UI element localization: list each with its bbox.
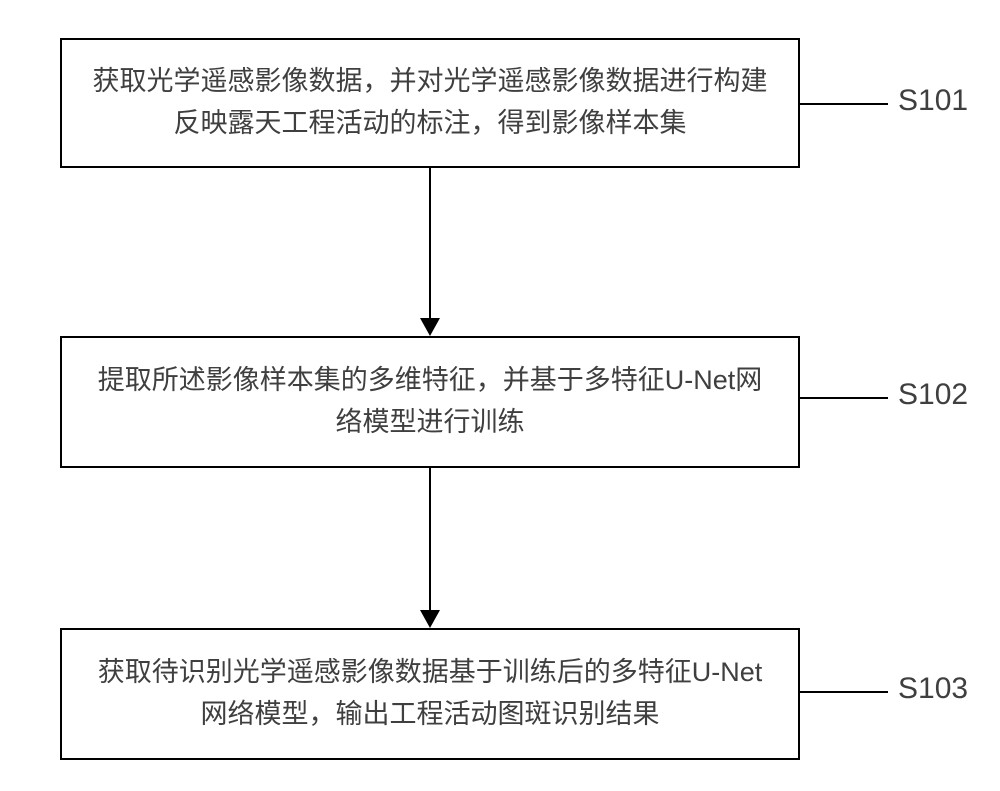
flow-node-text: 提取所述影像样本集的多维特征，并基于多特征U-Net网络模型进行训练 [92, 360, 768, 444]
step-label-s103: S103 [898, 672, 968, 706]
arrow-head-icon [420, 610, 440, 628]
step-label-s101: S101 [898, 84, 968, 118]
arrow-shaft [429, 468, 431, 610]
flow-node-s102: 提取所述影像样本集的多维特征，并基于多特征U-Net网络模型进行训练 [60, 336, 800, 468]
flow-node-s101: 获取光学遥感影像数据，并对光学遥感影像数据进行构建反映露天工程活动的标注，得到影… [60, 38, 800, 168]
leader-line [800, 397, 888, 399]
flow-node-text: 获取光学遥感影像数据，并对光学遥感影像数据进行构建反映露天工程活动的标注，得到影… [92, 61, 768, 145]
arrow-shaft [429, 168, 431, 318]
flow-node-s103: 获取待识别光学遥感影像数据基于训练后的多特征U-Net网络模型，输出工程活动图斑… [60, 628, 800, 760]
step-label-s102: S102 [898, 378, 968, 412]
flow-node-text: 获取待识别光学遥感影像数据基于训练后的多特征U-Net网络模型，输出工程活动图斑… [92, 652, 768, 736]
arrow-head-icon [420, 318, 440, 336]
leader-line [800, 103, 888, 105]
leader-line [800, 691, 888, 693]
flowchart-canvas: 获取光学遥感影像数据，并对光学遥感影像数据进行构建反映露天工程活动的标注，得到影… [0, 0, 1000, 791]
